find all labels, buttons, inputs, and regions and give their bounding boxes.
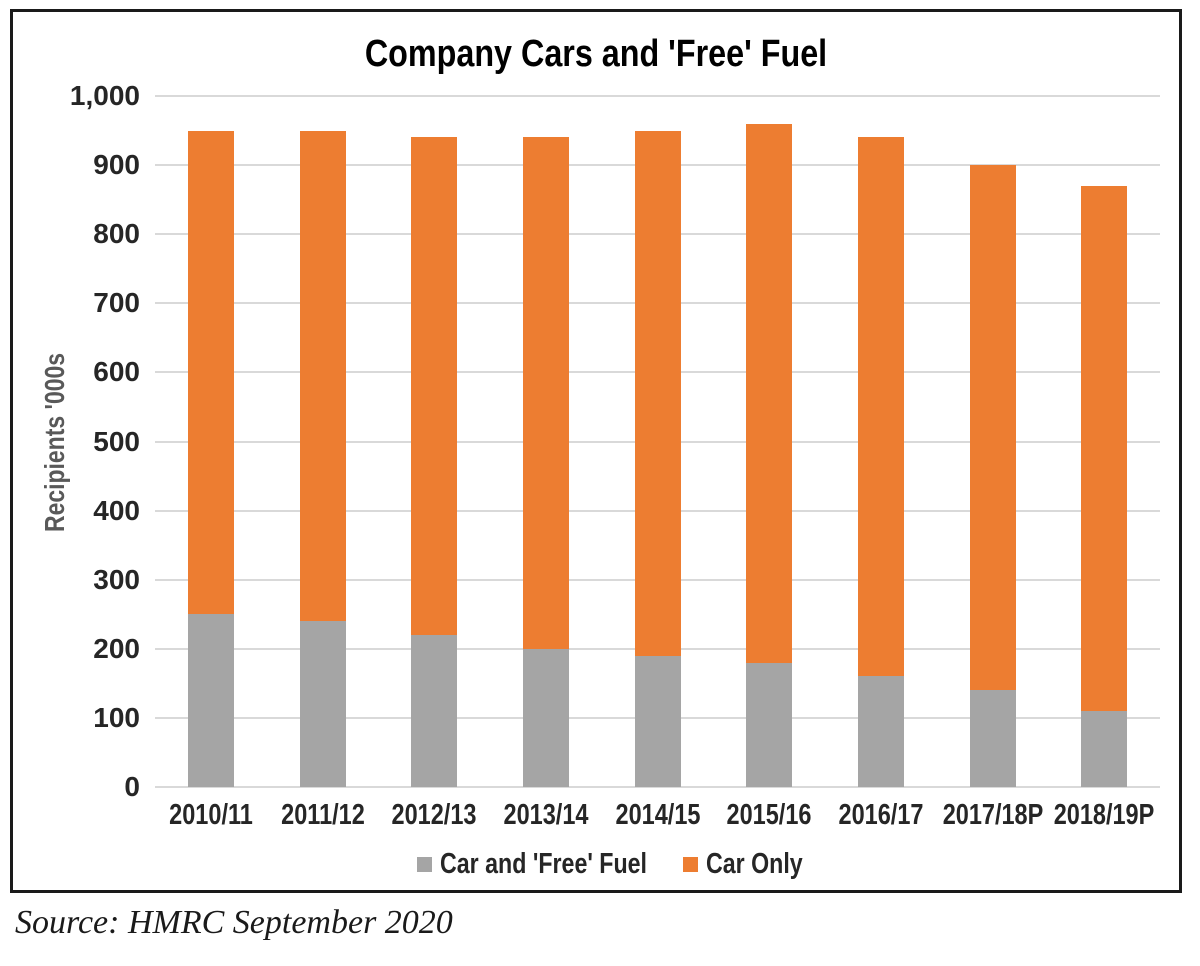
- y-tick-label: 0: [124, 771, 140, 802]
- bar-segment: [187, 614, 234, 787]
- bar-segment: [969, 690, 1016, 787]
- y-tick-label: 800: [93, 218, 140, 250]
- y-tick-label: 1,000: [69, 80, 140, 111]
- bar-segment: [634, 130, 681, 656]
- bar-segment: [522, 137, 569, 649]
- bar-segment: [634, 655, 681, 787]
- bar-segment: [857, 137, 904, 677]
- chart-title: Company Cars and 'Free' Fuel: [364, 33, 828, 75]
- x-tick-label: 2013/14: [503, 799, 589, 831]
- bar-segment: [411, 634, 458, 787]
- gridline: [155, 95, 1160, 97]
- x-tick-label: 2016/17: [838, 799, 924, 831]
- x-tick-label: 2015/16: [726, 799, 812, 831]
- gridline: [155, 786, 1160, 788]
- bar-segment: [187, 130, 234, 615]
- source-note: Source: HMRC September 2020: [15, 904, 453, 941]
- y-tick-label: 400: [93, 494, 140, 526]
- y-tick-label: 700: [93, 287, 140, 319]
- x-tick-label: 2014/15: [615, 799, 700, 831]
- chart-frame: Company Cars and 'Free' Fuel 0 100 200 300 4…: [10, 9, 1182, 893]
- bar-segment: [746, 662, 793, 787]
- y-tick-label: 500: [93, 425, 140, 457]
- y-tick-label: 200: [93, 632, 140, 664]
- bar-segment: [411, 137, 458, 635]
- bar-segment: [299, 130, 346, 622]
- bar-segment: [746, 123, 793, 663]
- x-tick-label: 2018/19P: [1053, 799, 1155, 831]
- bar-segment: [1081, 185, 1128, 711]
- bar-segment: [857, 676, 904, 787]
- y-tick-label: 100: [93, 701, 140, 733]
- legend: Car and 'Free' Fuel Car Only: [27, 848, 1193, 881]
- bar-segment: [299, 621, 346, 787]
- y-tick-label: 600: [93, 356, 140, 388]
- y-tick-label: 300: [93, 563, 140, 595]
- x-tick-label: 2010/11: [169, 799, 253, 831]
- x-tick-label: 2011/12: [280, 799, 365, 831]
- legend-label: Car and 'Free' Fuel: [440, 848, 648, 880]
- x-tick-label: 2017/18P: [942, 799, 1043, 831]
- legend-swatch: [683, 857, 699, 872]
- bar-segment: [1081, 710, 1128, 787]
- y-axis-title: Recipients '000s: [39, 352, 70, 532]
- x-tick-label: 2012/13: [391, 799, 477, 831]
- legend-item: Car and 'Free' Fuel: [417, 848, 647, 881]
- plot-area: 0 100 200 300 400 500 600 700 800 900 1,000 2010/1…: [39, 81, 1160, 831]
- bar-segment: [522, 648, 569, 787]
- legend-item: Car Only: [683, 848, 803, 881]
- bar-segment: [969, 165, 1016, 691]
- legend-swatch: [417, 857, 433, 872]
- y-tick-label: 900: [93, 149, 140, 181]
- legend-label: Car Only: [706, 848, 803, 880]
